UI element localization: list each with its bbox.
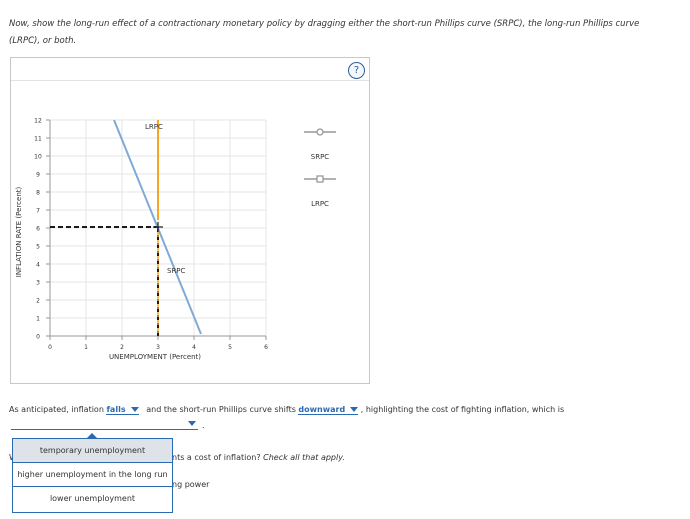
y-tick-label: 6 xyxy=(36,226,40,233)
x-tick-label: 6 xyxy=(264,344,268,351)
sentence-end: . xyxy=(202,421,205,430)
srpc-shift-dropdown[interactable]: downward xyxy=(298,405,359,415)
menu-option-higher-unemployment[interactable]: higher unemployment in the long run xyxy=(13,462,172,487)
y-tick-label: 5 xyxy=(36,244,40,251)
menu-option-temporary-unemployment[interactable]: temporary unemployment xyxy=(13,439,172,462)
question2-instruction: Check all that apply. xyxy=(263,453,345,462)
graph-panel xyxy=(10,57,370,384)
instructions-text: Now, show the long-run effect of a contr… xyxy=(9,19,640,46)
sentence-part2: and the short-run Phillips curve shifts xyxy=(146,405,296,414)
lrpc-tool-square-icon[interactable] xyxy=(316,175,324,183)
x-tick-label: 2 xyxy=(120,344,124,351)
x-tick-label: 3 xyxy=(156,344,160,351)
lrpc-tool-label: LRPC xyxy=(311,200,329,208)
dropdown1-value: falls xyxy=(106,405,126,414)
help-icon[interactable]: ? xyxy=(348,62,365,79)
panel-divider xyxy=(11,80,369,81)
y-tick-label: 4 xyxy=(36,262,40,269)
dropdown-arrow-icon xyxy=(350,407,359,412)
answer-sentence: As anticipated, inflation falls and the … xyxy=(9,405,564,415)
lrpc-curve-label: LRPC xyxy=(145,123,163,131)
y-tick-label: 12 xyxy=(34,118,42,125)
sentence-part1: As anticipated, inflation xyxy=(9,405,104,414)
y-tick-label: 1 xyxy=(36,316,40,323)
cost-dropdown[interactable] xyxy=(11,420,198,430)
x-tick-label: 0 xyxy=(48,344,52,351)
y-tick-label: 3 xyxy=(36,280,40,287)
x-tick-label: 1 xyxy=(84,344,88,351)
question2-text: nts a cost of inflation? Check all that … xyxy=(172,453,345,462)
menu-option-lower-unemployment[interactable]: lower unemployment xyxy=(49,494,136,503)
question2-choice-fragment[interactable]: ng power xyxy=(172,480,210,489)
y-axis-label: INFLATION RATE (Percent) xyxy=(15,186,23,277)
y-tick-label: 8 xyxy=(36,190,40,197)
x-tick-label: 4 xyxy=(192,344,196,351)
dropdown-arrow-icon xyxy=(130,407,139,412)
srpc-tool-label: SRPC xyxy=(311,153,330,161)
y-tick-label: 9 xyxy=(36,172,40,179)
y-tick-label: 2 xyxy=(36,298,40,305)
x-tick-label: 5 xyxy=(228,344,232,351)
y-tick-label: 0 xyxy=(36,334,40,341)
cost-dropdown-menu: temporary unemployment higher unemployme… xyxy=(12,438,173,513)
srpc-tool-circle-icon[interactable] xyxy=(316,128,324,136)
inflation-direction-dropdown[interactable]: falls xyxy=(106,405,139,415)
y-tick-label: 10 xyxy=(34,154,42,161)
x-axis-label: UNEMPLOYMENT (Percent) xyxy=(109,353,201,361)
srpc-curve-label: SRPC xyxy=(167,267,186,275)
y-tick-label: 7 xyxy=(36,208,40,215)
question2-visible-text: nts a cost of inflation? xyxy=(172,453,261,462)
dropdown-arrow-icon xyxy=(188,421,196,426)
y-tick-label: 11 xyxy=(34,136,42,143)
dropdown2-value: downward xyxy=(298,405,346,414)
sentence-part3: , highlighting the cost of fighting infl… xyxy=(360,405,565,414)
menu-caret-icon xyxy=(87,433,97,438)
